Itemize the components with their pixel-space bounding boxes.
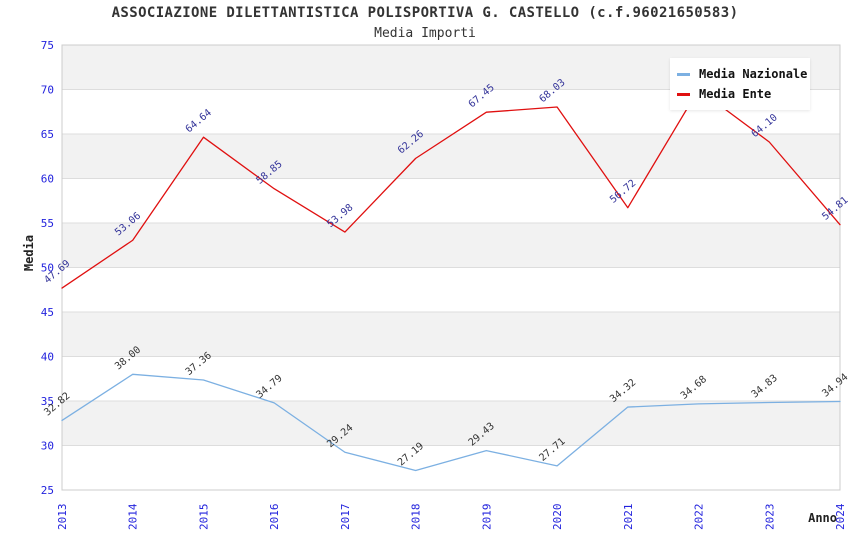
- x-axis-title: Anno: [808, 511, 837, 525]
- svg-text:2019: 2019: [480, 504, 493, 531]
- svg-text:2021: 2021: [622, 504, 635, 531]
- legend: Media Nazionale Media Ente: [670, 58, 810, 110]
- chart-title: ASSOCIAZIONE DILETTANTISTICA POLISPORTIV…: [111, 5, 739, 21]
- svg-text:2015: 2015: [197, 504, 210, 531]
- svg-text:2016: 2016: [268, 504, 281, 531]
- legend-label: Media Ente: [699, 87, 772, 101]
- legend-item-media-ente: Media Ente: [677, 84, 810, 104]
- svg-text:75: 75: [41, 39, 54, 52]
- y-axis-title: Media: [22, 234, 36, 272]
- svg-text:2024: 2024: [834, 503, 847, 530]
- chart-subtitle: Media Importi: [374, 26, 476, 41]
- svg-text:30: 30: [41, 440, 54, 453]
- svg-text:2018: 2018: [410, 504, 423, 531]
- media-ente-swatch-icon: [677, 92, 690, 96]
- svg-text:2013: 2013: [56, 504, 69, 531]
- media-nazionale-swatch-icon: [677, 72, 690, 76]
- svg-text:40: 40: [41, 351, 54, 364]
- svg-text:70: 70: [41, 84, 54, 97]
- svg-text:2014: 2014: [127, 503, 140, 530]
- svg-text:2023: 2023: [763, 504, 776, 531]
- svg-text:2022: 2022: [693, 504, 706, 531]
- svg-text:50: 50: [41, 262, 54, 275]
- svg-text:45: 45: [41, 306, 54, 319]
- svg-text:65: 65: [41, 128, 54, 141]
- svg-text:60: 60: [41, 173, 54, 186]
- svg-text:2020: 2020: [551, 504, 564, 531]
- svg-text:25: 25: [41, 484, 54, 497]
- svg-text:2017: 2017: [339, 504, 352, 531]
- svg-text:55: 55: [41, 217, 54, 230]
- legend-label: Media Nazionale: [699, 67, 808, 81]
- svg-text:35: 35: [41, 395, 54, 408]
- legend-item-media-nazionale: Media Nazionale: [677, 64, 810, 84]
